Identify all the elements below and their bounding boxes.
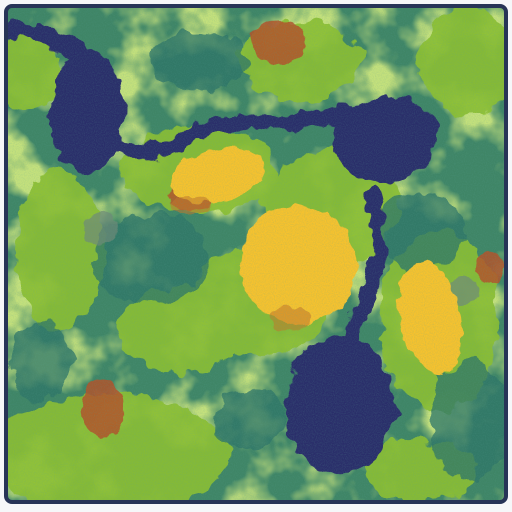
map-border bbox=[4, 4, 508, 504]
